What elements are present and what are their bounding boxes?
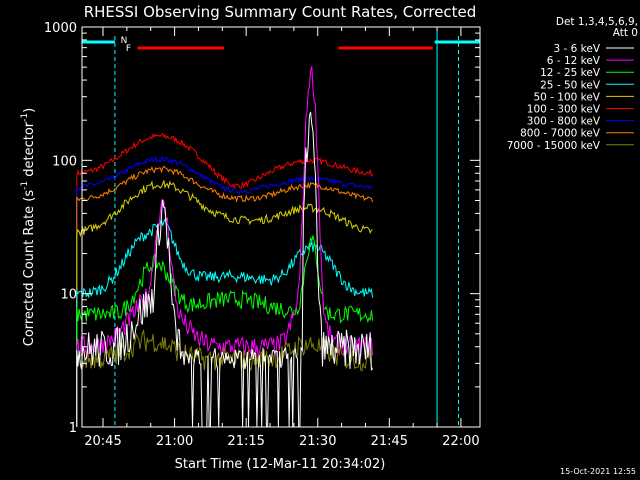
- legend-label: 3 - 6 keV: [553, 43, 600, 55]
- night-label: N: [121, 36, 128, 46]
- y-tick-label: 100: [52, 154, 77, 169]
- legend-header: Det 1,3,4,5,6,9,: [556, 16, 638, 28]
- y-axis-label: Corrected Count Rate (s-1 detector-1): [20, 108, 37, 346]
- x-tick-label: 20:45: [84, 434, 121, 449]
- series-line: [76, 155, 373, 427]
- flare-label: F: [126, 44, 131, 54]
- x-tick-label: 21:15: [227, 434, 264, 449]
- x-tick-label: 21:30: [299, 434, 336, 449]
- legend-header: Att 0: [613, 27, 638, 39]
- chart-title: RHESSI Observing Summary Count Rates, Co…: [84, 3, 477, 21]
- plot-frame: [81, 26, 481, 428]
- legend-label: 6 - 12 keV: [547, 55, 601, 67]
- series-line: [76, 132, 374, 427]
- y-tick-label: 10: [60, 288, 77, 303]
- y-tick-label: 1: [69, 421, 77, 436]
- axes: 20:45 21:00 21:15 21:30 21:45 22:00 1 10 100 1000: [44, 21, 480, 449]
- series-line: [76, 218, 374, 427]
- legend-label: 800 - 7000 keV: [520, 128, 601, 140]
- legend-label: 12 - 25 keV: [540, 67, 601, 79]
- legend-label: 7000 - 15000 keV: [507, 140, 601, 152]
- legend-label: 100 - 300 keV: [527, 104, 601, 116]
- series-line: [76, 165, 374, 427]
- legend-label: 50 - 100 keV: [533, 91, 600, 103]
- series-line: [76, 180, 373, 427]
- legend-label: 300 - 800 keV: [527, 116, 601, 128]
- x-tick-label: 21:45: [371, 434, 408, 449]
- x-tick-label: 21:00: [156, 434, 193, 449]
- x-tick-label: 22:00: [442, 434, 479, 449]
- legend-label: 25 - 50 keV: [540, 79, 601, 91]
- series-line: [76, 111, 373, 428]
- timestamp-label: 15-Oct-2021 12:55: [560, 467, 636, 476]
- x-axis-label: Start Time (12-Mar-11 20:34:02): [175, 457, 386, 472]
- y-tick-label: 1000: [44, 21, 77, 36]
